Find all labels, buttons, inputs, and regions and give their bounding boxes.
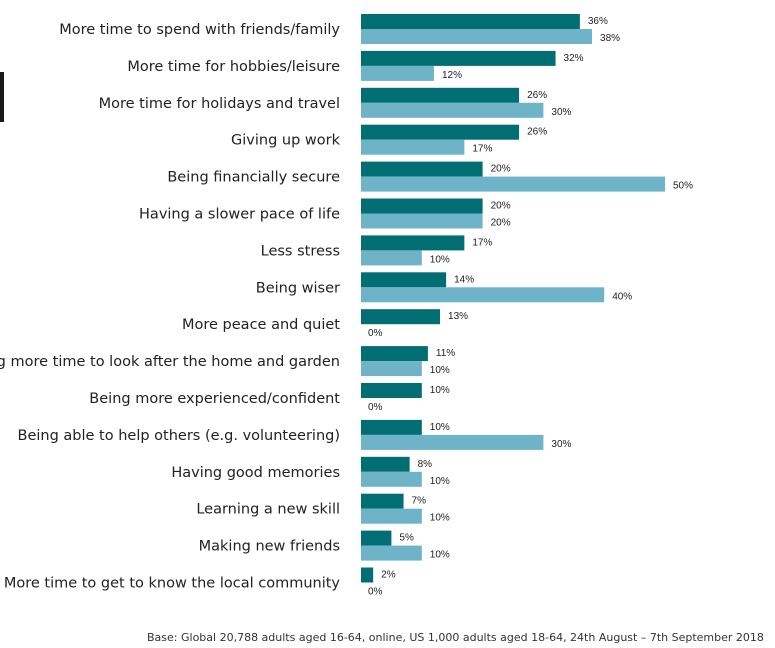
data-label-series-2: 30%: [551, 107, 571, 118]
category-label: Learning a new skill: [196, 502, 340, 518]
data-label-series-1: 8%: [418, 459, 433, 470]
data-label-series-2: 38%: [600, 33, 620, 44]
bar-series-1: [361, 567, 374, 583]
data-label-series-2: 17%: [472, 144, 492, 155]
data-label-series-1: 20%: [491, 164, 511, 175]
bar-series-2: [361, 361, 422, 377]
category-label: More time to spend with friends/family: [59, 22, 340, 38]
bar-series-1: [361, 456, 410, 472]
bar-series-1: [361, 493, 404, 509]
category-label: Having more time to look after the home …: [0, 354, 340, 370]
data-label-series-1: 7%: [412, 496, 427, 507]
bar-series-2: [361, 250, 422, 266]
data-label-series-1: 26%: [527, 90, 547, 101]
data-label-series-1: 2%: [381, 570, 396, 581]
data-label-series-1: 10%: [430, 385, 450, 396]
bar-series-2: [361, 434, 544, 450]
bar-series-2: [361, 508, 422, 524]
bar-series-1: [361, 235, 465, 251]
category-label: Making new friends: [199, 539, 340, 555]
bar-series-1: [361, 309, 441, 325]
category-label: Being able to help others (e.g. voluntee…: [18, 428, 341, 444]
category-label: Having good memories: [171, 465, 340, 481]
bar-series-1: [361, 198, 483, 214]
data-label-series-2: 50%: [673, 181, 693, 192]
category-label: Having a slower pace of life: [139, 207, 340, 223]
bar-series-2: [361, 139, 465, 155]
data-label-series-1: 17%: [472, 237, 492, 248]
bar-series-2: [361, 471, 422, 487]
horizontal-bar-chart: More time to spend with friends/family 36…: [0, 14, 693, 598]
data-label-series-2: 0%: [368, 328, 383, 339]
data-label-series-1: 20%: [491, 201, 511, 212]
data-label-series-1: 36%: [588, 16, 608, 27]
category-label: Being financially secure: [167, 170, 340, 186]
data-label-series-2: 10%: [430, 550, 450, 561]
data-label-series-2: 0%: [368, 587, 383, 598]
category-label: More time for holidays and travel: [99, 96, 340, 112]
base-footnote: Base: Global 20,788 adults aged 16-64, o…: [147, 631, 764, 644]
data-label-series-1: 32%: [564, 53, 584, 64]
bar-series-2: [361, 213, 483, 229]
bar-series-2: [361, 545, 422, 561]
bar-series-1: [361, 383, 422, 398]
bar-series-2: [361, 65, 434, 81]
data-label-series-2: 30%: [551, 439, 571, 450]
data-label-series-2: 10%: [430, 513, 450, 524]
data-label-series-1: 14%: [454, 274, 474, 285]
bar-series-2: [361, 102, 544, 118]
edge-marker: [0, 72, 4, 122]
bar-series-2: [361, 287, 605, 303]
data-label-series-1: 26%: [527, 127, 547, 138]
bar-series-1: [361, 124, 520, 140]
category-label: More time to get to know the local commu…: [4, 576, 341, 592]
data-label-series-2: 0%: [368, 402, 383, 413]
data-label-series-1: 5%: [399, 533, 414, 544]
data-label-series-2: 20%: [491, 218, 511, 229]
data-label-series-2: 10%: [430, 476, 450, 487]
bar-series-1: [361, 50, 556, 66]
bar-series-1: [361, 161, 483, 177]
category-label: Less stress: [261, 243, 340, 259]
bar-series-1: [361, 419, 422, 435]
bar-series-1: [361, 346, 428, 362]
bar-series-1: [361, 14, 580, 29]
data-label-series-1: 11%: [436, 348, 455, 359]
category-label: Being wiser: [256, 280, 340, 296]
category-label: Being more experienced/confident: [89, 391, 340, 407]
data-label-series-2: 12%: [442, 70, 462, 81]
bar-series-2: [361, 176, 665, 192]
data-label-series-2: 10%: [430, 254, 450, 265]
bar-series-1: [361, 272, 447, 288]
data-label-series-1: 10%: [430, 422, 450, 433]
category-label: Giving up work: [231, 133, 341, 149]
category-label: More peace and quiet: [182, 317, 340, 333]
category-label: More time for hobbies/leisure: [127, 59, 340, 75]
data-label-series-2: 10%: [430, 365, 450, 376]
data-label-series-2: 40%: [612, 291, 632, 302]
bar-series-1: [361, 87, 520, 103]
bar-series-1: [361, 530, 392, 546]
bar-series-2: [361, 29, 593, 44]
data-label-series-1: 13%: [448, 311, 468, 322]
